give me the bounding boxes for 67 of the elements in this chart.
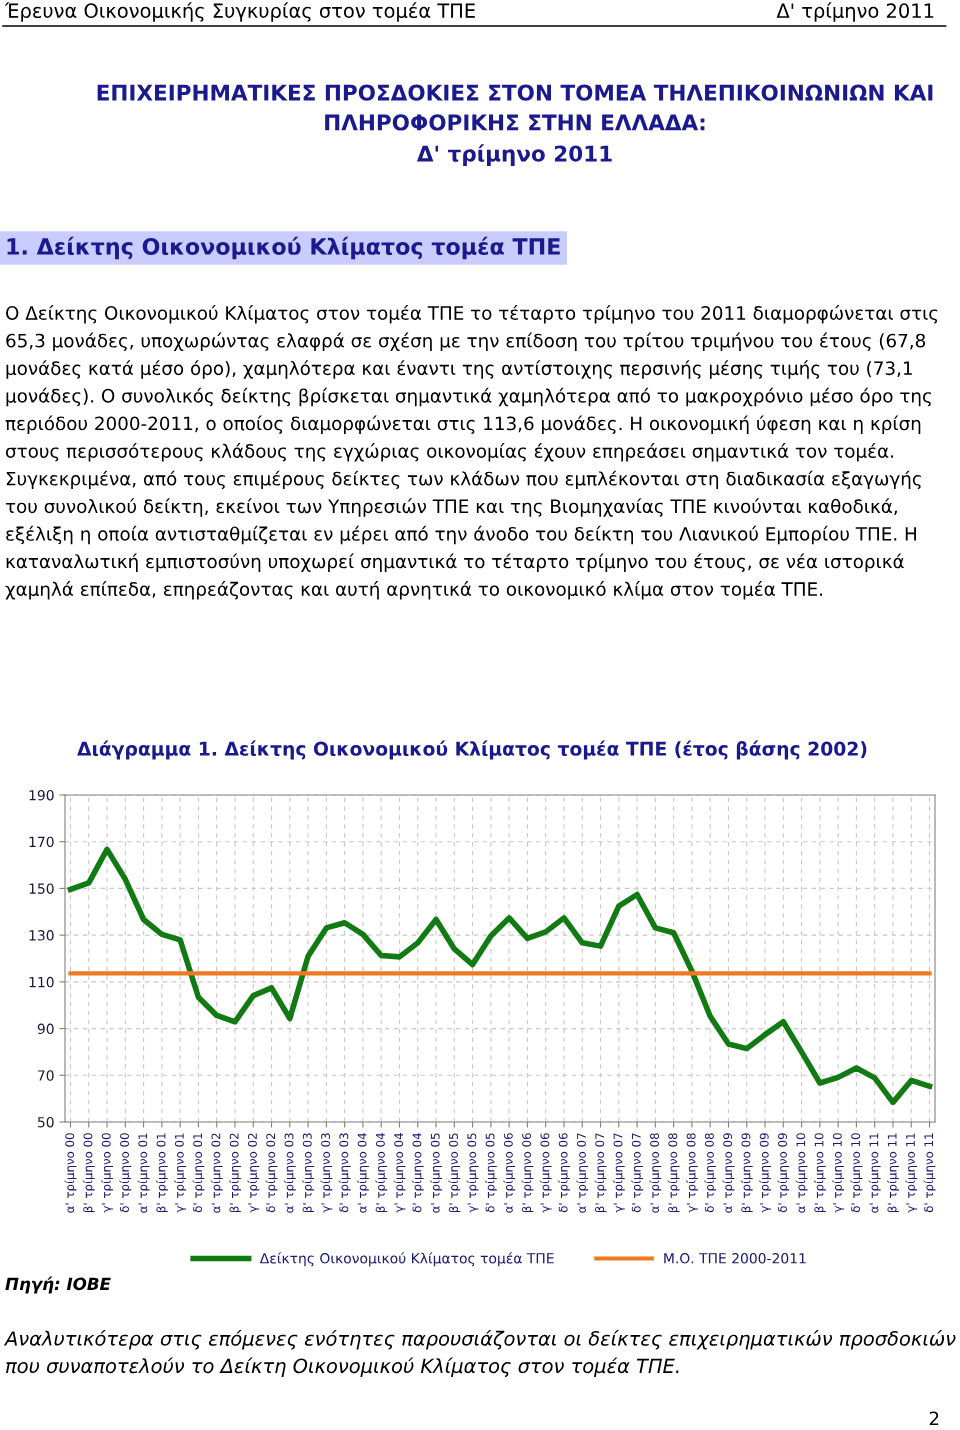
legend-label: Μ.Ο. ΤΠΕ 2000-2011 bbox=[664, 1253, 806, 1264]
x-tick-label: β' τρίμηνο 08 bbox=[667, 1133, 680, 1213]
x-tick-label: α' τρίμηνο 03 bbox=[283, 1133, 296, 1213]
x-tick-label: γ' τρίμηνο 10 bbox=[832, 1133, 845, 1213]
y-tick-label: 130 bbox=[29, 930, 54, 941]
x-tick-label: δ' τρίμηνο 07 bbox=[631, 1133, 644, 1213]
y-tick-label: 50 bbox=[37, 1116, 54, 1128]
x-tick-label: β' τρίμηνο 10 bbox=[813, 1133, 826, 1213]
x-tick-label: γ' τρίμηνο 05 bbox=[466, 1133, 479, 1213]
text: ΕΠΙΧΕΙΡΗΜΑΤΙΚΕΣ ΠΡΟΣΔΟΚΙΕΣ ΣΤΟΝ ΤΟΜΕΑ ΤΗΛΕΠΙΚΟΙΝΩΝΙΩΝ ΚΑΙ ΠΛΗΡΟΦΟΡΙΚΗΣ ΣΤΗΝ ΕΛΛΑΔΑ: Δ' τρίμηνο 2011 bbox=[97, 84, 933, 166]
x-tick-label: β' τρίμηνο 01 bbox=[155, 1133, 168, 1213]
x-tick-label: α' τρίμηνο 00 bbox=[64, 1133, 77, 1213]
x-tick-label: γ' τρίμηνο 04 bbox=[393, 1133, 406, 1213]
x-tick-label: γ' τρίμηνο 08 bbox=[685, 1133, 698, 1213]
x-tick-label: α' τρίμηνο 11 bbox=[868, 1133, 881, 1213]
x-tick-label: δ' τρίμηνο 11 bbox=[923, 1133, 936, 1213]
x-tick-label: δ' τρίμηνο 03 bbox=[338, 1133, 351, 1213]
x-tick-label: α' τρίμηνο 08 bbox=[649, 1133, 662, 1213]
x-tick-label: β' τρίμηνο 02 bbox=[229, 1133, 241, 1213]
x-tick-label: α' τρίμηνο 05 bbox=[430, 1133, 442, 1213]
text: Ο Δείκτης Οικονομικού Κλίματος στον τομέα ΤΠΕ το τέταρτο τρίμηνο του 2011 διαμορφώνεται στις 65,3 μονάδες, υποχωρώντας ελαφρά σε σχέση με την επίδοση του τρίτου τριμήνου του έτους (67,8 μονάδες κατά μέσο όρο), χαμηλότερα και έναντι της αντίστοιχης περσινής μέσης τιμής του (73,1 μονάδες). Ο συνολικός δείκτης βρίσκεται σημαντικά χαμηλότερα από το μακροχρόνιο μέσο όρο της περιόδου 2000-2011, ο οποίος διαμορφώνεται στις 113,6 μονάδες. Η οικονομική ύφεση και η κρίση στους περισσότερους κλάδους της εγχώριας οικονομίας έχουν επηρεάσει σημαντικά τον τομέα. Συγκεκριμένα, από τους επιμέρους δείκτες των κλάδων που εμπλέκονται στη διαδικασία εξαγωγής του συνολικού δείκτη, εκείνοι των Υπηρεσιών ΤΠΕ και της Βιομηχανίας ΤΠΕ κινούνται καθοδικά, εξέλιξη η οποία αντισταθμίζεται εν μέρει από την άνοδο του δείκτη του Λιανικού Εμπορίου ΤΠΕ. Η καταναλωτική εμπιστοσύνη υποχωρεί σημαντικά το τέταρτο τρίμηνο του έτους, σε νέα ιστορικά χαμηλά επίπεδα, επηρεάζοντας και αυτή αρνητικά το οικονομικό κλίμα στον τομέα ΤΠΕ. bbox=[5, 305, 938, 600]
text: 2 bbox=[929, 1411, 939, 1425]
x-tick-label: γ' τρίμηνο 09 bbox=[759, 1133, 771, 1213]
x-tick-label: α' τρίμηνο 09 bbox=[722, 1133, 735, 1213]
x-tick-label: β' τρίμηνο 06 bbox=[521, 1133, 534, 1213]
x-tick-label: δ' τρίμηνο 08 bbox=[704, 1133, 717, 1213]
x-tick-label: α' τρίμηνο 06 bbox=[503, 1133, 516, 1213]
x-tick-label: δ' τρίμηνο 04 bbox=[411, 1133, 424, 1213]
x-tick-label: δ' τρίμηνο 06 bbox=[558, 1133, 570, 1213]
text: 1. Δείκτης Οικονομικού Κλίματος τομέα ΤΠΕ bbox=[7, 236, 560, 260]
x-tick-label: β' τρίμηνο 04 bbox=[375, 1133, 388, 1213]
x-tick-label: α' τρίμηνο 04 bbox=[356, 1133, 369, 1213]
y-tick-label: 150 bbox=[29, 883, 54, 894]
x-tick-label: γ' τρίμηνο 02 bbox=[247, 1133, 260, 1213]
text: Πηγή: ΙΟΒΕ bbox=[5, 1276, 111, 1294]
x-tick-label: γ' τρίμηνο 01 bbox=[174, 1133, 187, 1213]
y-tick-label: 90 bbox=[37, 1023, 54, 1035]
x-tick-label: δ' τρίμηνο 10 bbox=[850, 1133, 863, 1213]
x-tick-label: β' τρίμηνο 00 bbox=[82, 1133, 95, 1213]
x-tick-label: δ' τρίμηνο 02 bbox=[265, 1133, 278, 1213]
y-tick-label: 110 bbox=[29, 976, 54, 988]
x-tick-label: β' τρίμηνο 07 bbox=[594, 1133, 607, 1213]
chart-title: Διάγραμμα 1. Δείκτης Οικονομικού Κλίματος τομέα ΤΠΕ (έτος βάσης 2002) bbox=[77, 740, 867, 760]
x-tick-label: δ' τρίμηνο 09 bbox=[777, 1133, 790, 1213]
x-tick-label: β' τρίμηνο 03 bbox=[302, 1133, 315, 1213]
y-tick-label: 170 bbox=[29, 836, 54, 848]
x-tick-label: δ' τρίμηνο 01 bbox=[192, 1133, 205, 1213]
legend-label: Δείκτης Οικονομικού Κλίματος τομέα ΤΠΕ bbox=[259, 1252, 554, 1267]
x-tick-label: β' τρίμηνο 11 bbox=[887, 1133, 899, 1213]
x-tick-label: β' τρίμηνο 09 bbox=[740, 1133, 753, 1213]
text: Αναλυτικότερα στις επόμενες ενότητες παρουσιάζονται οι δείκτες επιχειρηματικών προσδοκιών που συναποτελούν το Δείκτη Οικονομικού Κλίματος στον τομέα ΤΠΕ. bbox=[3, 1330, 956, 1378]
x-tick-label: α' τρίμηνο 07 bbox=[576, 1133, 589, 1213]
x-tick-label: γ' τρίμηνο 03 bbox=[320, 1133, 333, 1213]
x-tick-label: γ' τρίμηνο 11 bbox=[905, 1133, 918, 1213]
x-tick-label: δ' τρίμηνο 00 bbox=[119, 1133, 132, 1213]
x-tick-label: δ' τρίμηνο 05 bbox=[484, 1133, 497, 1213]
x-tick-label: γ' τρίμηνο 00 bbox=[101, 1133, 113, 1213]
x-tick-label: α' τρίμηνο 10 bbox=[795, 1133, 808, 1213]
text: Δ' τρίμηνο 2011 bbox=[776, 2, 934, 22]
text: Έρευνα Οικονομικής Συγκυρίας στον τομέα ΤΠΕ bbox=[4, 2, 475, 22]
x-tick-label: γ' τρίμηνο 07 bbox=[612, 1133, 625, 1213]
x-tick-label: γ' τρίμηνο 06 bbox=[539, 1133, 552, 1213]
x-tick-label: α' τρίμηνο 01 bbox=[137, 1133, 150, 1213]
y-tick-label: 70 bbox=[38, 1070, 54, 1081]
x-tick-label: β' τρίμηνο 05 bbox=[448, 1133, 461, 1213]
x-tick-label: α' τρίμηνο 02 bbox=[210, 1133, 223, 1213]
y-tick-label: 190 bbox=[29, 789, 54, 801]
